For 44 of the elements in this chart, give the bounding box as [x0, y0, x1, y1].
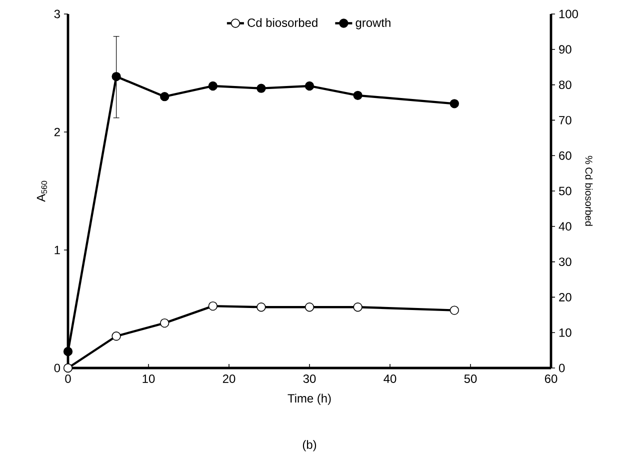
- y2-tick-label: 0: [558, 364, 565, 372]
- x-tick-label: 50: [464, 374, 477, 383]
- point: [63, 346, 73, 356]
- y2-tick-label: 100: [559, 10, 578, 18]
- point: [353, 302, 362, 312]
- x-tick-label: 30: [303, 374, 316, 383]
- y2-tick-label: 10: [559, 328, 572, 337]
- y2-tick-label: 60: [559, 151, 572, 160]
- text: (b): [302, 440, 316, 452]
- point: [304, 302, 314, 312]
- point: [353, 90, 362, 100]
- y-tick-label: 1: [54, 246, 60, 254]
- y-tick-label: 2: [54, 128, 60, 136]
- point: [256, 302, 266, 312]
- x-tick-label: 10: [142, 374, 155, 383]
- point: [450, 99, 459, 108]
- point: [160, 92, 170, 102]
- y2-tick-label: 70: [559, 116, 572, 124]
- y2-axis-title: % Cd biosorbed: [585, 156, 593, 226]
- point: [112, 332, 121, 341]
- point: [208, 81, 218, 91]
- y2-tick-label: 30: [558, 258, 572, 266]
- point: [160, 318, 170, 328]
- y2-tick-label: 80: [559, 80, 572, 90]
- y-axis-title: A$_{560}$: [36, 180, 48, 202]
- point: [63, 363, 73, 373]
- legend-label: Cd biosorbed: [248, 18, 318, 27]
- x-tick-label: 20: [222, 374, 236, 383]
- y2-tick-label: 50: [558, 186, 572, 196]
- x-tick-label: 60: [544, 374, 558, 383]
- legend-label: growth: [356, 18, 390, 30]
- point: [450, 306, 459, 315]
- point: [256, 84, 266, 93]
- y2-tick-label: 40: [558, 222, 572, 231]
- x-tick-label: 0: [65, 374, 71, 383]
- y-tick-label: 0: [54, 364, 60, 372]
- y2-tick-label: 20: [559, 292, 572, 302]
- x-tick-label: 40: [384, 374, 396, 383]
- point: [208, 301, 218, 311]
- y-tick-label: 3: [54, 10, 60, 18]
- y2-tick-label: 90: [559, 45, 572, 54]
- x-axis-title: Time (h): [288, 394, 331, 405]
- point: [304, 81, 314, 91]
- point: [112, 72, 121, 82]
